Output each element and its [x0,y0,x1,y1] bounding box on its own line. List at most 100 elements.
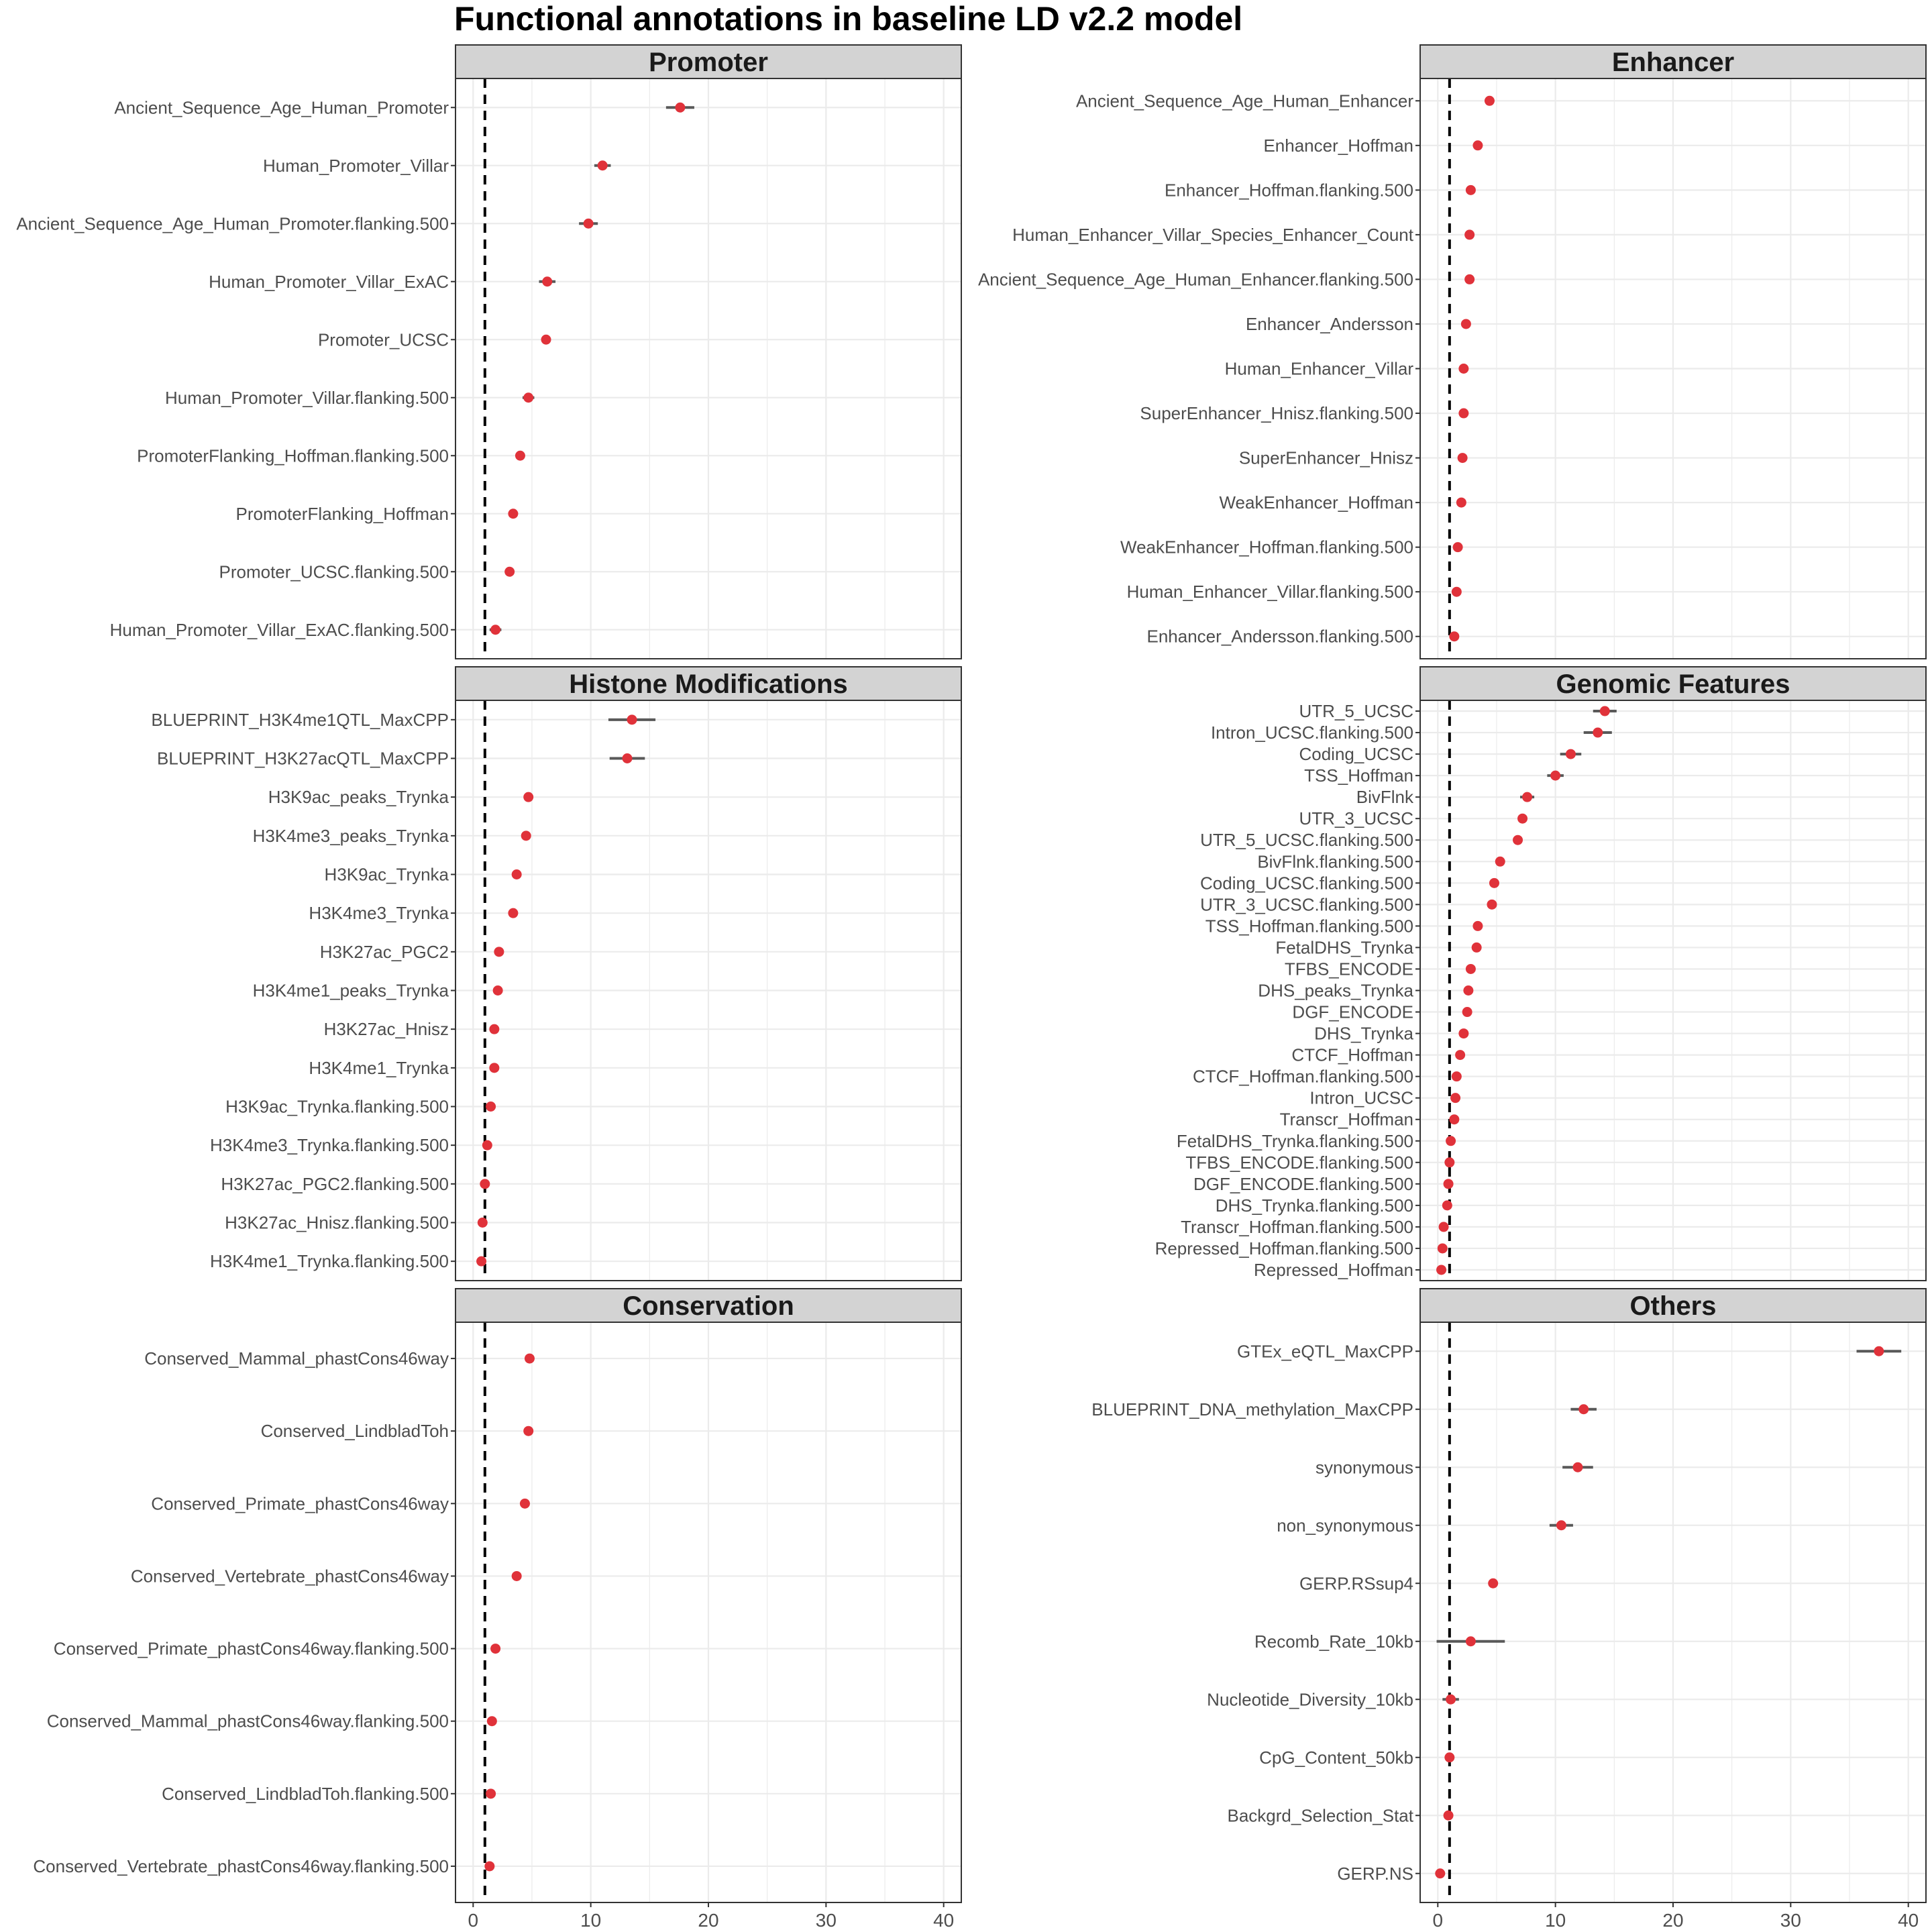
category-label: Conserved_Primate_phastCons46way.flankin… [54,1639,449,1659]
data-point [1565,749,1576,759]
data-point [1472,920,1483,931]
panel-title: Histone Modifications [569,669,848,699]
data-point [490,1644,501,1654]
category-label: Coding_UCSC [1299,744,1413,764]
category-label: H3K9ac_Trynka [325,865,449,885]
chart-title: Functional annotations in baseline LD v2… [454,0,1243,38]
x-tick-label: 20 [698,1910,718,1931]
strip-header [455,44,962,79]
category-label: Conserved_Mammal_phastCons46way [144,1348,449,1368]
data-point [1489,877,1499,888]
category-label: Human_Enhancer_Villar [1225,359,1414,379]
data-point [519,1498,530,1509]
data-point [515,450,525,461]
category-label: H3K27ac_Hnisz.flanking.500 [225,1213,449,1233]
panel-genomic-features: UTR_5_UCSCIntron_UCSC.flanking.500Coding… [1155,666,1927,1281]
data-point [1443,1179,1454,1189]
category-label: H3K4me1_Trynka.flanking.500 [210,1251,449,1271]
data-point [1446,1694,1456,1705]
data-point [542,276,553,287]
data-point [1455,1050,1466,1061]
panel-others: GTEx_eQTL_MaxCPP BLUEPRINT_DNA_methylatio… [1091,1288,1927,1931]
data-point [494,947,504,957]
category-label: DHS_Trynka [1314,1024,1413,1044]
data-point [1444,1752,1455,1763]
data-point [492,985,503,996]
category-label: FetalDHS_Trynka.flanking.500 [1177,1131,1413,1151]
data-point [1444,1157,1455,1168]
category-label: Human_Promoter_Villar_ExAC.flanking.500 [110,620,449,640]
data-point [675,102,686,113]
category-label: Enhancer_Andersson.flanking.500 [1146,627,1413,647]
data-point [1874,1346,1884,1356]
data-point [1443,1810,1454,1821]
category-label: Ancient_Sequence_Age_Human_Promoter.flan… [16,213,449,233]
category-label: synonymous [1316,1457,1413,1477]
category-label: BivFlnk.flanking.500 [1257,851,1413,871]
data-point [1462,1007,1472,1018]
category-label: WeakEnhancer_Hoffman [1219,492,1413,513]
data-point [511,1570,522,1581]
category-label: Intron_UCSC [1309,1088,1413,1108]
data-point [1460,319,1471,329]
category-label: Transcr_Hoffman.flanking.500 [1181,1217,1413,1237]
data-point [1578,1404,1589,1415]
category-label: SuperEnhancer_Hnisz.flanking.500 [1140,403,1413,423]
data-point [1436,1265,1447,1275]
category-label: CpG_Content_50kb [1259,1748,1413,1768]
data-point [489,1063,500,1073]
data-point [1487,899,1497,910]
data-point [1556,1520,1566,1531]
category-label: H3K4me3_Trynka [309,903,449,923]
category-label: UTR_5_UCSC [1299,701,1414,721]
strip-header [455,666,962,701]
category-label: H3K4me1_peaks_Trynka [253,981,449,1001]
data-point [508,508,519,519]
x-tick-label: 20 [1662,1910,1683,1931]
category-label: CTCF_Hoffman [1291,1045,1413,1065]
data-point [1471,942,1482,953]
data-point [1458,408,1469,419]
data-point [523,1426,534,1436]
data-point [627,714,637,725]
category-label: H3K27ac_PGC2 [320,942,449,962]
category-label: DGF_ENCODE [1292,1002,1413,1022]
category-label: Human_Promoter_Villar.flanking.500 [165,388,449,408]
category-label: Backgrd_Selection_Stat [1227,1805,1413,1825]
panel-title: Promoter [649,48,768,77]
x-tick-label: 10 [580,1910,601,1931]
category-label: Promoter_UCSC.flanking.500 [219,561,449,582]
panel-histone-modifications: BLUEPRINT_H3K4me1QTL_MaxCPP BLUEPRINT_H3K… [151,666,962,1281]
data-point [484,1861,495,1872]
category-label: Repressed_Hoffman [1254,1260,1413,1280]
category-label: Nucleotide_Diversity_10kb [1207,1689,1413,1709]
category-label: DHS_Trynka.flanking.500 [1216,1195,1413,1216]
category-label: PromoterFlanking_Hoffman.flanking.500 [137,445,449,466]
data-point [1435,1868,1446,1879]
category-label: Enhancer_Hoffman.flanking.500 [1165,180,1413,200]
data-point [622,753,633,763]
data-point [1465,1636,1476,1647]
category-label: Human_Promoter_Villar_ExAC [209,272,449,292]
category-label: H3K9ac_peaks_Trynka [268,787,449,807]
category-label: GERP.NS [1337,1864,1413,1884]
category-label: Conserved_Primate_phastCons46way [151,1493,449,1513]
data-point [1438,1222,1449,1232]
data-point [486,1102,496,1112]
data-point [1463,985,1474,996]
category-label: BLUEPRINT_DNA_methylation_MaxCPP [1091,1399,1413,1419]
data-point [1484,95,1495,106]
category-label: WeakEnhancer_Hoffman.flanking.500 [1120,537,1413,557]
data-point [541,334,551,345]
data-point [1513,835,1523,845]
data-point [1456,497,1466,508]
category-label: Conserved_Mammal_phastCons46way.flanking… [47,1711,449,1731]
category-label: BLUEPRINT_H3K27acQTL_MaxCPP [157,749,449,769]
category-label: H3K4me3_peaks_Trynka [253,826,449,846]
data-point [1572,1462,1583,1472]
panel-enhancer: Ancient_Sequence_Age_Human_Enhancer Enhan… [978,44,1927,659]
data-point [1465,184,1476,195]
panel-title: Conservation [623,1291,794,1321]
data-point [1457,453,1468,464]
